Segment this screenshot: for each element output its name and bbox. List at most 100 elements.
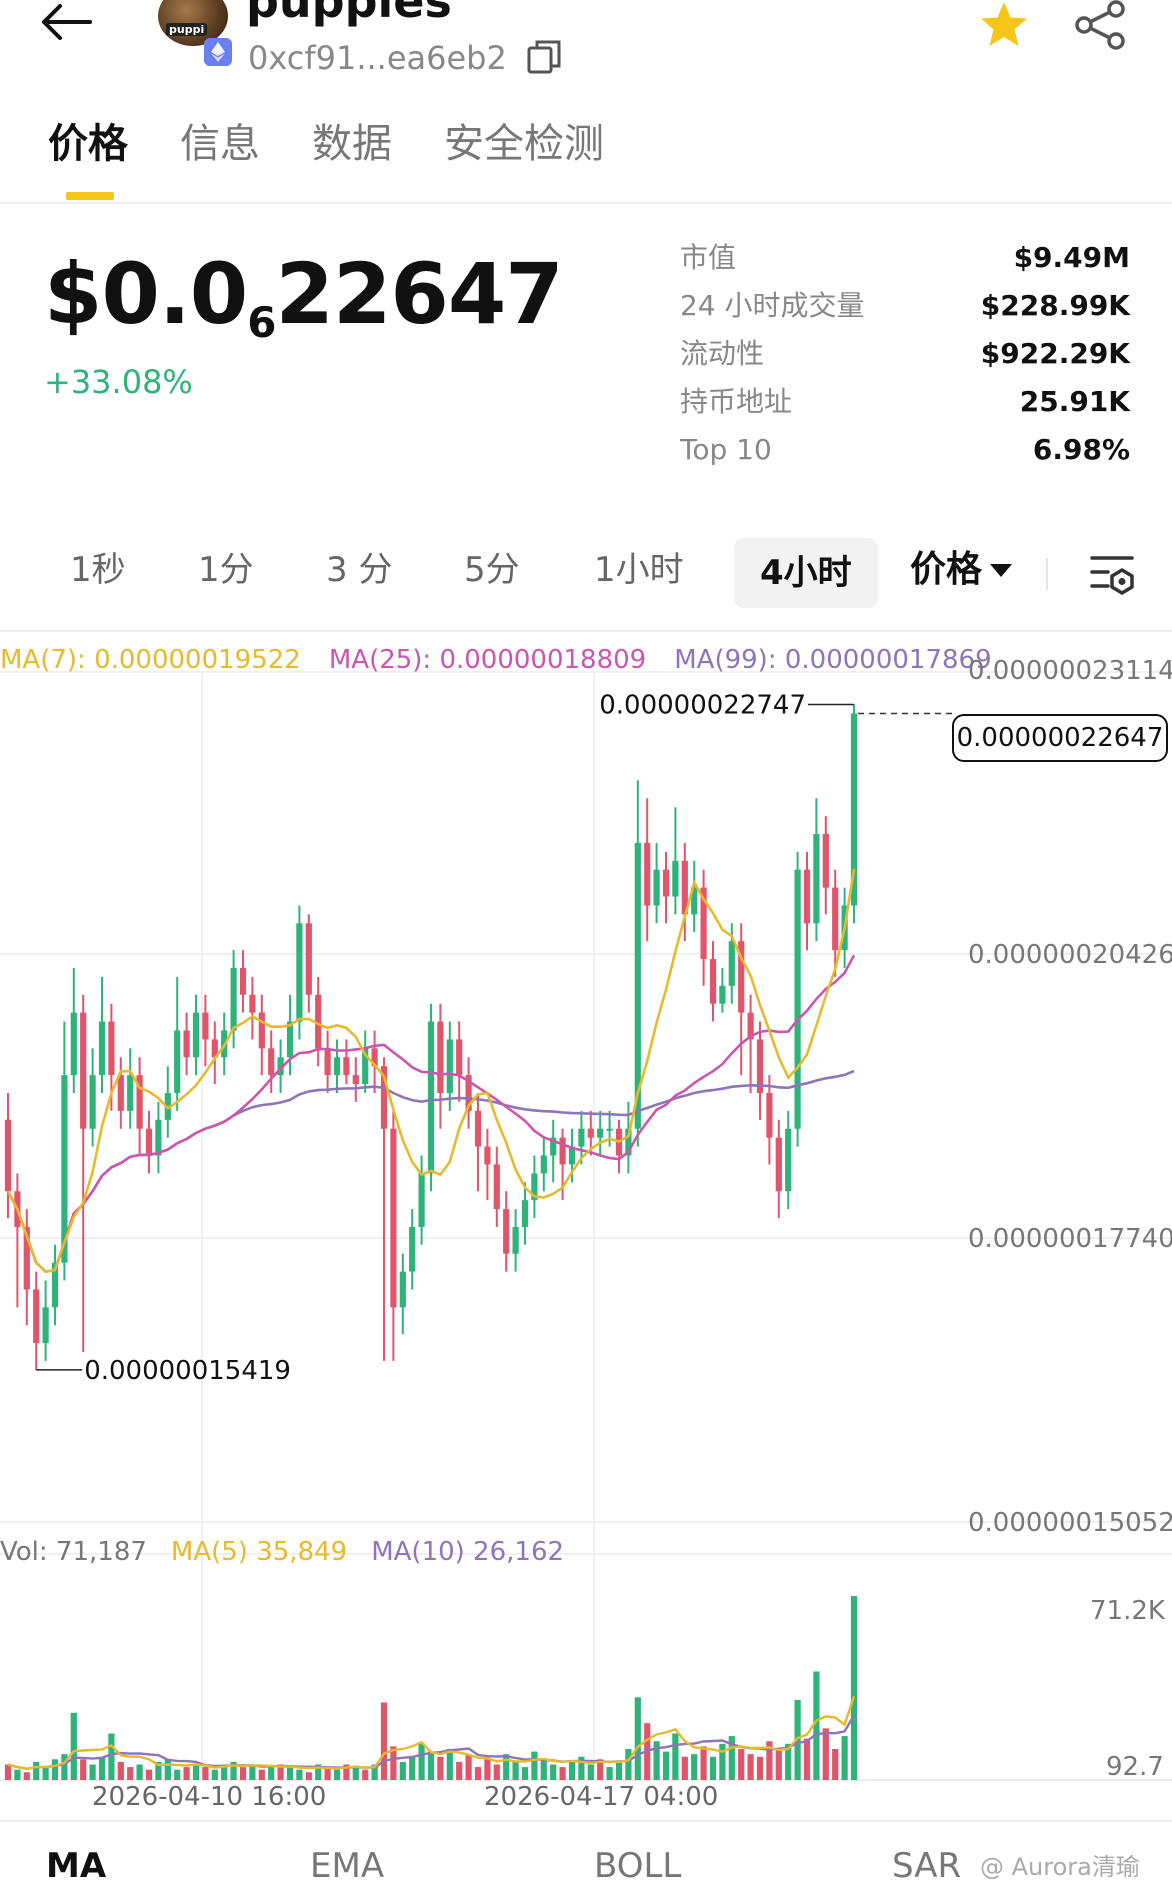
candle	[315, 994, 322, 1049]
volume-bar	[662, 1751, 670, 1780]
candle	[446, 1039, 453, 1093]
volume-bar	[14, 1769, 21, 1780]
current-price: $0.0622647	[44, 245, 564, 347]
candle	[747, 1012, 754, 1040]
indicator-tab-ema[interactable]: EMA	[310, 1846, 385, 1886]
stat-market-cap: 市值 $9.49M	[680, 241, 1130, 274]
caret-down-icon	[990, 564, 1013, 577]
vol-ma10-legend: MA(10) 26,162	[371, 1537, 565, 1567]
tab-price[interactable]: 价格	[48, 121, 128, 167]
volume-bar	[615, 1761, 623, 1780]
copy-icon[interactable]	[525, 38, 565, 78]
volume-bar	[521, 1767, 529, 1780]
interval-selector: 1秒 1分 3 分 5分 1小时 4小时 价格	[0, 534, 1172, 614]
volume-bar	[672, 1733, 679, 1780]
share-icon[interactable]	[1072, 0, 1128, 50]
candle	[277, 1057, 284, 1076]
interval-1m[interactable]: 1分	[198, 550, 254, 590]
volume-bar	[371, 1764, 378, 1780]
candle	[70, 1012, 77, 1076]
candle	[512, 1226, 519, 1254]
volume-bar	[221, 1764, 228, 1780]
stat-liquidity: 流动性 $922.29K	[680, 337, 1130, 370]
candle	[785, 1128, 792, 1192]
volume-bar	[550, 1764, 557, 1780]
candle	[578, 1128, 585, 1147]
volume-bar	[164, 1759, 171, 1780]
candle	[794, 869, 801, 1129]
volume-bar	[474, 1767, 482, 1780]
volume-bar	[117, 1761, 124, 1780]
candlestick-chart[interactable]: 0.00000022747 0.00000015419	[0, 632, 1172, 1822]
interval-3m[interactable]: 3 分	[326, 550, 393, 590]
indicator-tab-ma[interactable]: MA	[46, 1846, 107, 1886]
candle	[719, 985, 726, 1004]
interval-5m[interactable]: 5分	[464, 550, 520, 590]
tab-data[interactable]: 数据	[312, 121, 392, 167]
chart-settings-icon[interactable]	[1088, 550, 1136, 596]
indicator-tab-boll[interactable]: BOLL	[594, 1846, 682, 1886]
candle	[192, 1012, 200, 1058]
candle	[672, 860, 679, 897]
candle	[597, 1128, 604, 1138]
volume-axis-label: 71.2K	[1090, 1596, 1165, 1626]
candle	[634, 842, 641, 1129]
volume-bar	[296, 1769, 303, 1780]
candle	[456, 1039, 463, 1076]
stat-holders: 持币地址 25.91K	[680, 385, 1130, 418]
candle	[606, 1128, 613, 1131]
volume-bar	[597, 1759, 604, 1780]
candle	[343, 1057, 350, 1076]
volume-bar	[324, 1767, 331, 1780]
volume-bar	[756, 1756, 764, 1780]
volume-bar	[333, 1769, 341, 1780]
candle	[296, 923, 303, 1022]
current-price-marker: 0.00000022647	[952, 714, 1168, 762]
interval-1h[interactable]: 1小时	[594, 550, 684, 590]
time-axis-label: 2026-04-17 04:00	[484, 1782, 719, 1812]
volume-bar	[98, 1756, 106, 1780]
candle	[437, 1021, 444, 1093]
volume-bar	[785, 1743, 792, 1780]
volume-bar	[89, 1764, 96, 1780]
interval-1s[interactable]: 1秒	[70, 550, 126, 590]
price-axis-label: 0.00000020426	[968, 940, 1172, 970]
candle	[155, 1119, 162, 1156]
divider	[1046, 558, 1048, 590]
time-axis-label: 2026-04-10 16:00	[92, 1782, 327, 1812]
candle	[700, 887, 707, 960]
candle	[813, 834, 820, 924]
active-tab-indicator	[66, 192, 114, 200]
price-axis-label: 0.00000017740	[968, 1224, 1172, 1254]
chart-area[interactable]: 0.00000022747 0.00000015419 MA(7): 0.0000…	[0, 630, 1172, 1820]
interval-4h[interactable]: 4小时	[734, 538, 878, 608]
ma7-line	[6, 868, 856, 1273]
volume-bar	[23, 1772, 30, 1780]
tab-info[interactable]: 信息	[180, 121, 260, 167]
candle	[850, 713, 858, 906]
candle	[333, 1057, 341, 1076]
volume-bar	[70, 1712, 77, 1780]
volume-bar	[258, 1769, 265, 1780]
volume-bar	[606, 1767, 613, 1780]
volume-bar	[794, 1699, 801, 1780]
candle	[738, 941, 745, 1013]
volume-bar	[738, 1748, 745, 1780]
volume-bar	[249, 1764, 256, 1780]
volume-bar	[568, 1761, 576, 1780]
indicator-tab-sar[interactable]: SAR	[892, 1846, 962, 1886]
volume-bar	[681, 1756, 688, 1780]
candle	[691, 887, 698, 915]
tab-security-check[interactable]: 安全检测	[444, 121, 604, 167]
price-type-dropdown[interactable]: 价格	[910, 546, 1013, 594]
star-icon[interactable]	[978, 0, 1030, 50]
volume-bar	[822, 1728, 829, 1780]
back-arrow-icon[interactable]	[38, 2, 92, 42]
volume-bar	[33, 1761, 40, 1780]
candle	[559, 1137, 566, 1165]
vol-ma5-line	[7, 1695, 856, 1771]
candle	[427, 1021, 435, 1174]
candle	[61, 1075, 68, 1263]
candle	[145, 1128, 153, 1156]
volume-bar	[183, 1767, 190, 1780]
